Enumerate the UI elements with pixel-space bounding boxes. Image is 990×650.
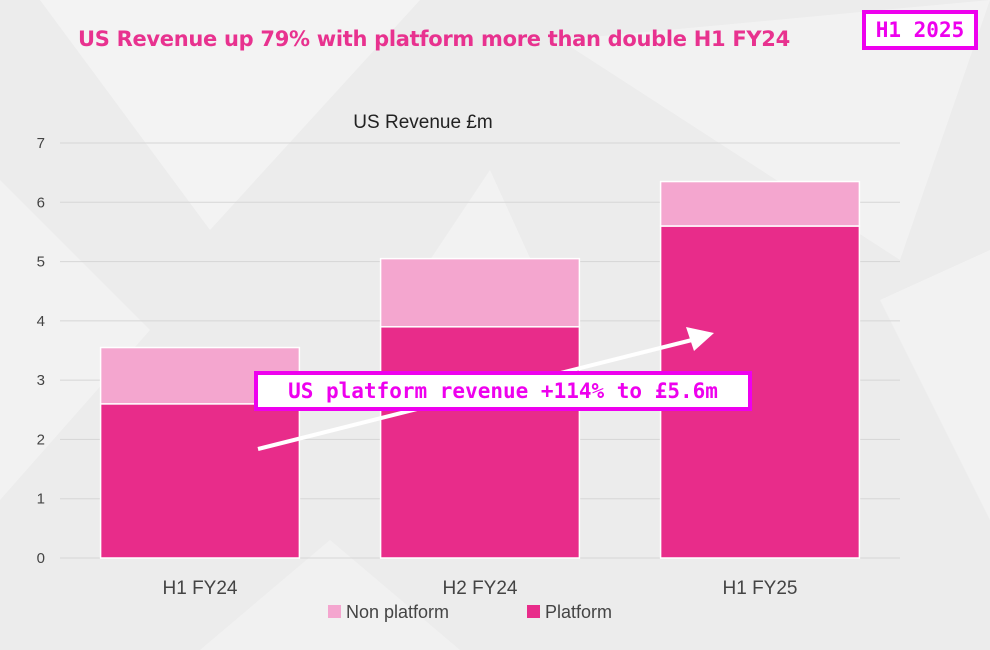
- legend: Non platform Platform: [328, 602, 612, 622]
- y-tick-label: 3: [37, 372, 45, 389]
- legend-label: Platform: [545, 602, 612, 622]
- chart-title: US Revenue £m: [353, 112, 492, 133]
- trend-arrow-head: [686, 327, 714, 351]
- bg-triangle: [0, 180, 150, 500]
- period-badge: H1 2025: [862, 10, 978, 50]
- bg-triangle: [430, 170, 540, 280]
- bar-non-platform: [379, 257, 581, 328]
- bar-platform: [99, 403, 301, 559]
- bg-triangle: [200, 540, 460, 650]
- y-axis: 0 1 2 3 4 5 6 7: [37, 135, 45, 567]
- y-tick-label: 1: [37, 491, 45, 508]
- legend-swatch: [328, 605, 341, 618]
- y-tick-label: 6: [37, 194, 45, 211]
- x-axis: H1 FY24 H2 FY24 H1 FY25: [163, 578, 798, 599]
- bars: [99, 180, 861, 559]
- y-tick-label: 7: [37, 135, 45, 152]
- bg-triangle: [40, 0, 420, 230]
- y-tick-label: 2: [37, 431, 45, 448]
- headline: US Revenue up 79% with platform more tha…: [78, 27, 790, 51]
- legend-label: Non platform: [346, 602, 449, 622]
- bar-platform: [379, 326, 581, 559]
- bar-non-platform: [659, 180, 861, 227]
- y-tick-label: 4: [37, 313, 45, 330]
- legend-swatch: [527, 605, 540, 618]
- platform-growth-callout: US platform revenue +114% to £5.6m: [254, 371, 752, 411]
- y-tick-label: 5: [37, 254, 45, 271]
- x-tick-label: H1 FY24: [163, 578, 238, 599]
- bg-triangle: [880, 250, 990, 520]
- x-tick-label: H1 FY25: [723, 578, 798, 599]
- bg-triangle: [560, 0, 990, 260]
- y-tick-label: 0: [37, 550, 45, 567]
- x-tick-label: H2 FY24: [443, 578, 518, 599]
